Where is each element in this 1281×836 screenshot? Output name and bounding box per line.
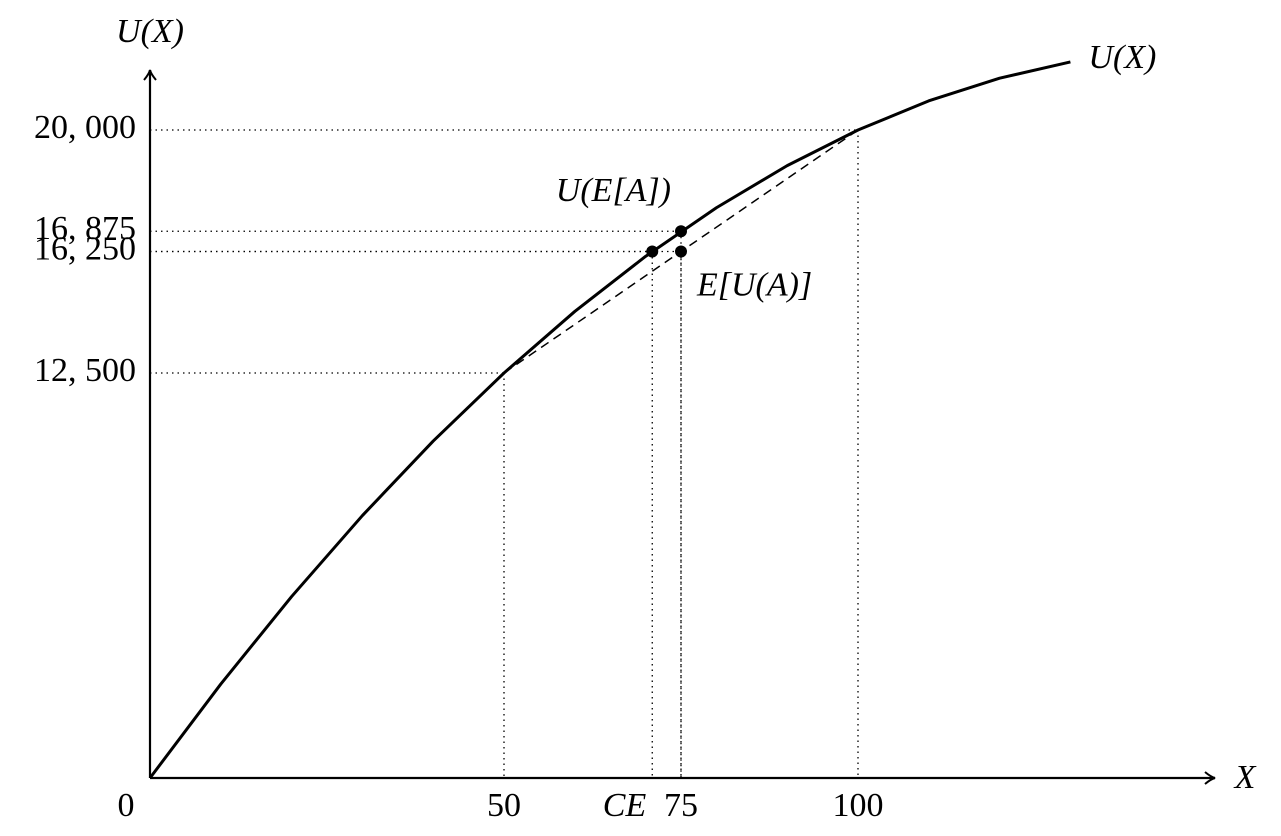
legend-label: U(X): [1088, 39, 1156, 76]
point: [675, 245, 687, 258]
y-tick-label: 16, 875: [34, 210, 136, 247]
x-tick-label: 50: [487, 787, 521, 824]
annotation: E[U(A)]: [696, 266, 812, 303]
point: [675, 225, 687, 238]
x-tick-label: 0: [118, 787, 135, 824]
x-tick-label: 100: [833, 787, 884, 824]
curve: [148, 60, 1071, 779]
x-axis-label: X: [1233, 759, 1257, 796]
x-tick-label: CE: [603, 787, 647, 824]
y-tick-label: 12, 500: [34, 352, 136, 389]
y-tick-label: 20, 000: [34, 109, 136, 146]
x-tick-label: 75: [664, 787, 698, 824]
point: [646, 245, 659, 258]
y-axis-label: U(X): [116, 13, 184, 50]
annotation: U(E[A]): [556, 172, 671, 209]
y-tick-label: 16, 250: [34, 230, 136, 267]
